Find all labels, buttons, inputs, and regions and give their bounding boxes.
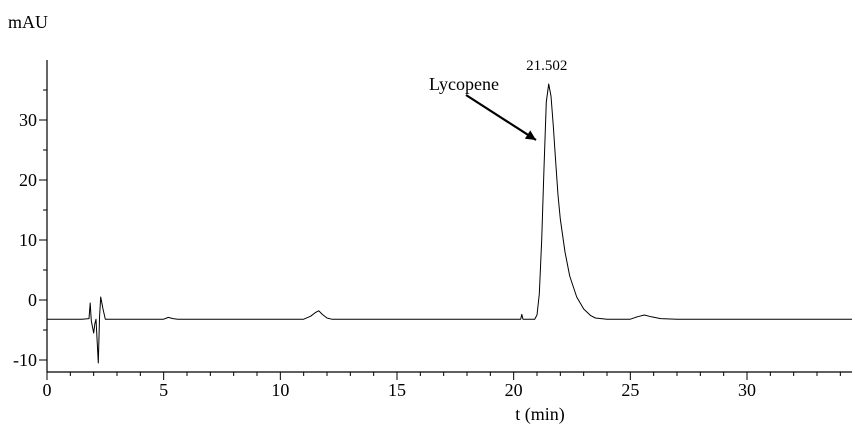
y-axis-title: mAU xyxy=(8,12,48,32)
y-tick-label: -10 xyxy=(13,350,37,370)
y-tick-label: 20 xyxy=(19,170,37,190)
axes: -10 0 10 20 30 0 5 10 15 20 25 30 xyxy=(13,60,852,400)
x-tick-label: 5 xyxy=(159,380,168,400)
annotation-arrow-shaft xyxy=(465,94,537,141)
annotation-layer: 21.502 Lycopene xyxy=(429,58,567,141)
x-tick-label: 15 xyxy=(388,380,406,400)
trace-layer xyxy=(47,83,852,364)
chromatogram-trace xyxy=(47,83,852,364)
compound-label: Lycopene xyxy=(429,74,499,94)
y-tick-label: 30 xyxy=(19,110,37,130)
annotation-arrow-head xyxy=(524,130,536,140)
x-tick-label: 30 xyxy=(738,380,756,400)
x-tick-label: 10 xyxy=(271,380,289,400)
peak-retention-label: 21.502 xyxy=(526,58,567,74)
x-tick-label: 0 xyxy=(43,380,52,400)
x-tick-label: 25 xyxy=(621,380,639,400)
y-tick-label: 10 xyxy=(19,230,37,250)
y-tick-label: 0 xyxy=(28,290,37,310)
x-axis-title: t (min) xyxy=(515,404,565,425)
x-tick-label: 20 xyxy=(505,380,523,400)
